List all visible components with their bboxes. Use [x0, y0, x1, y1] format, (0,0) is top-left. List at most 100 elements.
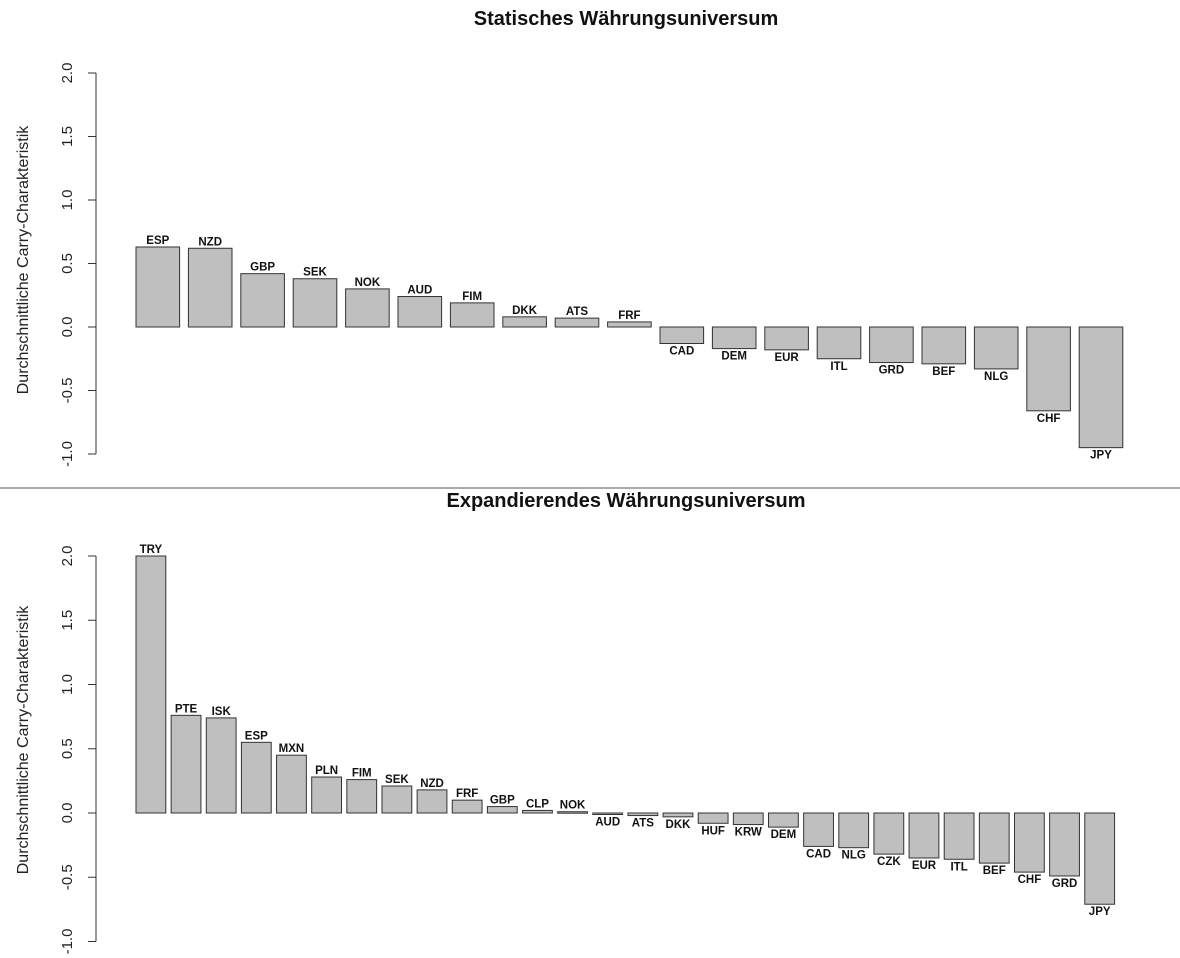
bar-label: NLG: [984, 371, 1008, 383]
bar-label: SEK: [385, 774, 409, 786]
bar-krw: [732, 812, 764, 826]
bar-label: CHF: [1018, 874, 1042, 886]
bar-label: GBP: [250, 262, 275, 274]
y-tick-label: -1.0: [59, 929, 76, 955]
bar-label: ESP: [245, 730, 268, 742]
bar-label: PTE: [175, 703, 198, 715]
plot-area: -1.0 -0.5 0.0 0.5 1.0 1.5 2.0 TRY PTE ISK ESP MXN PL…: [59, 544, 1116, 955]
bar-label: TRY: [140, 544, 163, 556]
y-axis-label: Durchschnittliche Carry-Charakteristik: [15, 125, 32, 395]
bar-label: AUD: [595, 817, 620, 829]
y-tick-label: -1.0: [59, 441, 76, 467]
bar-label: CHF: [1037, 413, 1061, 425]
bar-label: PLN: [315, 765, 338, 777]
bar-dkk: [502, 316, 547, 328]
bar-label: CZK: [877, 856, 901, 868]
bar-chf: [1026, 326, 1071, 412]
y-tick-label: -0.5: [59, 864, 76, 890]
bar-clp: [522, 809, 553, 814]
bar-label: CAD: [669, 346, 694, 358]
bar-label: GBP: [490, 795, 515, 807]
bar-aud: [592, 812, 624, 815]
y-tick-label: -0.5: [59, 378, 76, 404]
bar-label: MXN: [279, 743, 305, 755]
bar-chf: [1014, 812, 1045, 873]
y-tick-label: 1.5: [59, 610, 76, 631]
chart-static-universe: Statisches Währungsuniversum Durchschnit…: [15, 8, 1124, 467]
bar-label: ATS: [566, 306, 588, 318]
bar-label: FRF: [618, 310, 640, 322]
bar-gbp: [486, 806, 518, 814]
bar-fim: [449, 302, 495, 328]
bar-grd: [1049, 812, 1080, 877]
bar-frf: [607, 321, 652, 328]
bar-label: NZD: [420, 778, 444, 790]
bar-label: AUD: [407, 285, 432, 297]
bar-label: GRD: [1052, 878, 1078, 890]
y-axis-label: Durchschnittliche Carry-Charakteristik: [15, 605, 32, 875]
bar-label: GRD: [879, 365, 905, 377]
bar-pln: [311, 776, 343, 814]
bar-sek: [381, 785, 413, 814]
bar-label: DKK: [666, 819, 692, 831]
y-tick-label: 0.0: [59, 803, 76, 824]
bar-nzd: [416, 789, 448, 814]
bar-cad: [659, 326, 705, 345]
bar-ats: [554, 317, 600, 328]
bar-pte: [170, 714, 202, 814]
bar-label: NOK: [355, 277, 381, 289]
bar-nok: [345, 288, 390, 328]
y-tick-label: 2.0: [59, 63, 76, 84]
bar-label: ATS: [632, 818, 654, 830]
y-tick-label: 1.5: [59, 126, 76, 147]
bar-sek: [292, 278, 338, 328]
plot-area: -1.0 -0.5 0.0 0.5 1.0 1.5 2.0 ESP NZD GBP SEK NOK AU…: [59, 63, 1124, 467]
bar-label: NLG: [842, 850, 866, 862]
bar-nlg: [838, 812, 870, 849]
bar-label: EUR: [774, 352, 799, 364]
bar-itl: [943, 812, 975, 860]
bar-label: BEF: [983, 865, 1006, 877]
bar-dkk: [662, 812, 694, 818]
bar-gbp: [240, 273, 285, 328]
bar-nok: [557, 811, 588, 814]
bar-bef: [978, 812, 1010, 864]
bar-label: NZD: [198, 236, 222, 248]
bar-try: [135, 555, 167, 814]
y-tick-label: 1.0: [59, 190, 76, 211]
bar-jpy: [1078, 326, 1124, 449]
y-tick-label: 1.0: [59, 674, 76, 695]
bar-label: SEK: [303, 267, 327, 279]
y-tick-label: 2.0: [59, 546, 76, 567]
bar-dem: [768, 812, 799, 828]
bar-nzd: [187, 247, 233, 328]
chart-title: Expandierendes Währungsuniversum: [447, 490, 806, 512]
bar-huf: [697, 812, 729, 824]
bar-label: DKK: [512, 305, 538, 317]
y-tick-label: 0.0: [59, 317, 76, 338]
bar-czk: [873, 812, 905, 855]
bar-aud: [397, 296, 443, 328]
bar-bef: [921, 326, 967, 365]
bar-label: BEF: [932, 366, 955, 378]
bar-fim: [346, 779, 378, 814]
bar-label: ISK: [212, 706, 232, 718]
bar-label: JPY: [1089, 906, 1111, 918]
bar-cad: [803, 812, 834, 847]
bar-label: HUF: [701, 825, 725, 837]
chart-title: Statisches Währungsuniversum: [474, 8, 779, 30]
bar-esp: [240, 741, 272, 814]
bar-label: DEM: [771, 829, 797, 841]
y-tick-label: 0.5: [59, 738, 76, 759]
bar-label: EUR: [912, 860, 937, 872]
bar-label: CLP: [526, 798, 549, 810]
bar-jpy: [1084, 812, 1116, 905]
bar-label: FIM: [352, 768, 372, 780]
bar-label: NOK: [560, 800, 586, 812]
bar-dem: [711, 326, 757, 350]
bar-itl: [816, 326, 862, 360]
bar-label: FRF: [456, 788, 478, 800]
bar-label: DEM: [721, 351, 747, 363]
bar-nlg: [973, 326, 1019, 370]
